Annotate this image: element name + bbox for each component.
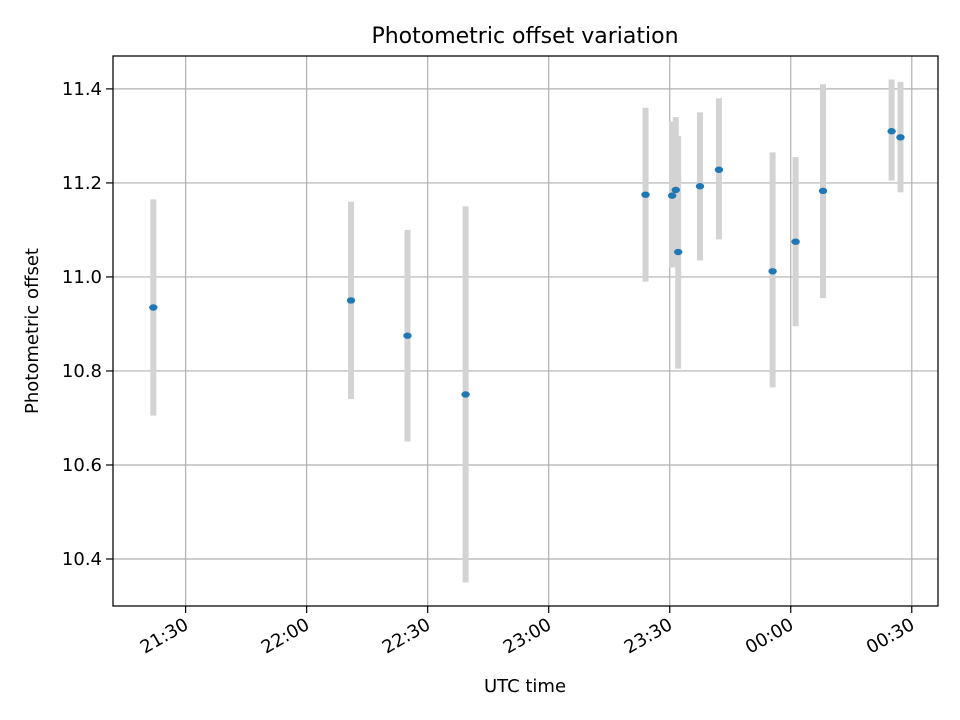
- data-point: [714, 166, 724, 173]
- x-tick-label: 22:00: [258, 614, 313, 658]
- plot-frame: [112, 55, 939, 607]
- x-tick-label: 23:30: [621, 614, 676, 658]
- data-point: [667, 192, 677, 199]
- y-tick-label: 11.2: [62, 173, 102, 194]
- y-axis-title: Photometric offset: [22, 248, 43, 414]
- y-tick-label: 10.8: [62, 361, 102, 382]
- data-points: [149, 128, 905, 398]
- y-tick-label: 10.6: [62, 455, 102, 476]
- x-tick-label: 23:00: [500, 614, 555, 658]
- data-point: [346, 297, 356, 304]
- y-axis-ticks: 10.4 10.6 10.8 11.0 11.2 11.4: [62, 79, 113, 570]
- x-tick-label: 22:30: [379, 614, 434, 658]
- x-axis-title: UTC time: [484, 676, 566, 697]
- data-point: [461, 391, 470, 398]
- data-point: [896, 134, 905, 141]
- data-point: [791, 238, 800, 245]
- data-point: [818, 187, 828, 195]
- grid: [113, 56, 938, 606]
- data-point: [695, 183, 705, 190]
- x-axis-ticks: 21:30 22:00 22:30 23:00 23:30 00:00 00:30: [137, 606, 918, 658]
- chart-title: Photometric offset variation: [371, 24, 678, 49]
- x-tick-label: 21:30: [137, 614, 192, 658]
- data-point: [149, 304, 158, 311]
- x-tick-label: 00:30: [863, 614, 918, 658]
- y-tick-label: 11.4: [62, 79, 102, 100]
- data-point: [768, 268, 777, 275]
- x-tick-label: 00:00: [742, 614, 797, 658]
- data-point: [671, 186, 680, 194]
- error-bars: [150, 79, 904, 583]
- data-point: [403, 332, 412, 339]
- y-tick-label: 11.0: [62, 267, 102, 288]
- data-point: [887, 128, 896, 135]
- y-tick-label: 10.4: [62, 549, 102, 570]
- data-point: [673, 248, 683, 256]
- data-point: [641, 191, 650, 198]
